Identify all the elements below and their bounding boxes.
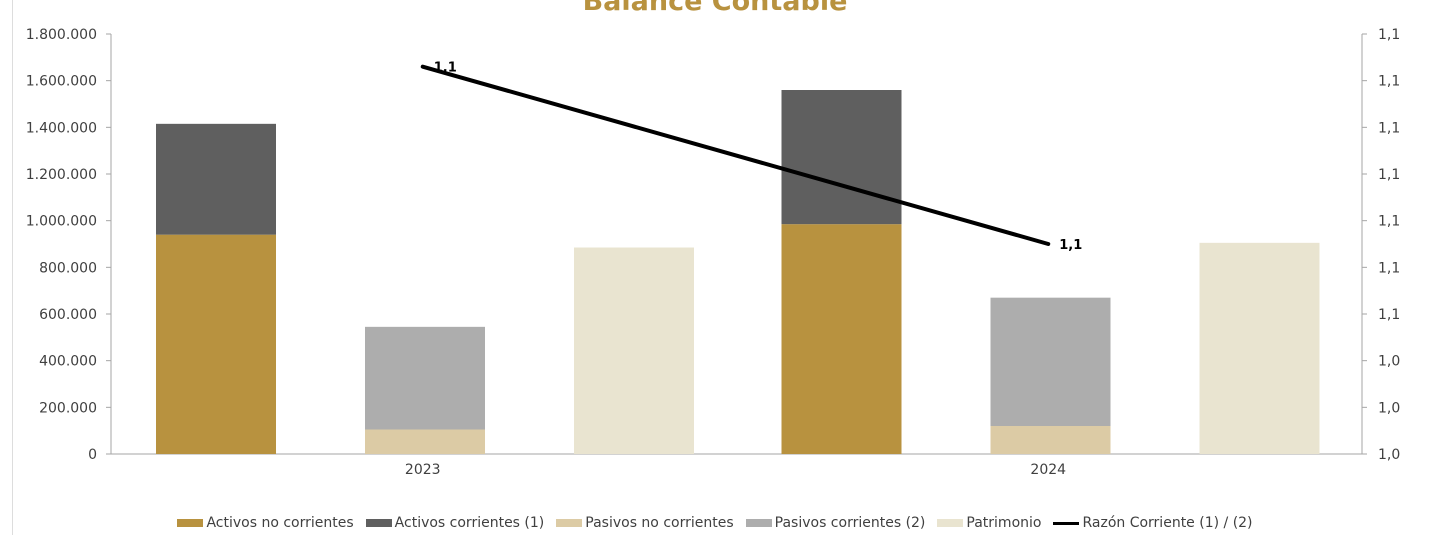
legend-item: Pasivos corrientes (2) — [745, 515, 926, 531]
bar-segment-activos-no-corrientes — [781, 224, 902, 454]
legend-label: Patrimonio — [966, 515, 1042, 531]
y-left-tick-label: 600.000 — [39, 307, 97, 323]
y-right-tick-label: 1,0 — [1378, 400, 1400, 416]
y-left-tick-label: 1.200.000 — [26, 167, 97, 183]
legend-swatch — [556, 519, 583, 527]
y-right-tick-label: 1,0 — [1378, 447, 1400, 463]
legend-label: Activos no corrientes — [206, 515, 354, 531]
x-category-label: 2023 — [405, 462, 441, 478]
y-left-tick-label: 1.000.000 — [26, 214, 97, 230]
legend-item: Pasivos no corrientes — [556, 515, 734, 531]
chart-legend: Activos no corrientes Activos corrientes … — [0, 515, 1430, 531]
y-right-tick-label: 1,1 — [1378, 74, 1400, 90]
bar-segment-pasivos-corrientes-2 — [365, 326, 485, 430]
chart-title: Balance Contable — [582, 0, 848, 17]
bar-segment-activos-corrientes-1 — [781, 90, 902, 225]
legend-label: Pasivos corrientes (2) — [774, 515, 926, 531]
chart-plot: 0 200.000 400.000 600.000 800.000 1.000.000 1.… — [26, 27, 1430, 478]
left-border — [12, 0, 13, 535]
y-left-tick-label: 0 — [88, 447, 97, 463]
y-right-tick-label: 1,1 — [1378, 167, 1400, 183]
y-right-tick-label: 1,1 — [1378, 27, 1400, 43]
bar-segment-pasivos-no-corrientes — [990, 426, 1111, 454]
y-left-tick-label: 1.800.000 — [26, 27, 97, 43]
legend-swatch — [177, 519, 204, 527]
line-data-label: 1,1 — [434, 61, 457, 76]
line-data-label: 1,1 — [1059, 238, 1082, 253]
bar-segment-pasivos-corrientes-2 — [990, 297, 1111, 426]
bar-segment-activos-no-corrientes — [156, 234, 276, 454]
y-left-tick-label: 1.400.000 — [26, 120, 97, 136]
legend-swatch — [745, 519, 772, 527]
bar-segment-pasivos-no-corrientes — [365, 429, 485, 454]
x-category-label: 2024 — [1030, 462, 1066, 478]
y-right-tick-label: 1,1 — [1378, 214, 1400, 230]
legend-label: Pasivos no corrientes — [585, 515, 734, 531]
bar-segment-patrimonio — [574, 247, 694, 454]
legend-label: Activos corrientes (1) — [394, 515, 545, 531]
y-right-tick-label: 1,0 — [1378, 354, 1400, 370]
bar-segment-patrimonio — [1199, 242, 1320, 454]
legend-swatch — [937, 519, 964, 527]
legend-item: Razón Corriente (1) / (2) — [1053, 515, 1253, 531]
y-right-tick-label: 1,1 — [1378, 120, 1400, 136]
y-left-tick-label: 200.000 — [39, 400, 97, 416]
legend-swatch — [1053, 521, 1080, 525]
legend-item: Activos no corrientes — [177, 515, 354, 531]
y-right-tick-label: 1,1 — [1378, 307, 1400, 323]
y-left-tick-label: 400.000 — [39, 354, 97, 370]
bar-segment-activos-corrientes-1 — [156, 123, 276, 235]
legend-label: Razón Corriente (1) / (2) — [1082, 515, 1253, 531]
y-left-tick-label: 800.000 — [39, 260, 97, 276]
legend-item: Activos corrientes (1) — [365, 515, 545, 531]
y-left-tick-label: 1.600.000 — [26, 74, 97, 90]
y-right-tick-label: 1,1 — [1378, 260, 1400, 276]
legend-item: Patrimonio — [937, 515, 1041, 531]
razon-corriente-line — [420, 64, 1051, 246]
y-right-axis-title: Pesos — [1427, 226, 1430, 263]
legend-swatch — [365, 519, 392, 527]
